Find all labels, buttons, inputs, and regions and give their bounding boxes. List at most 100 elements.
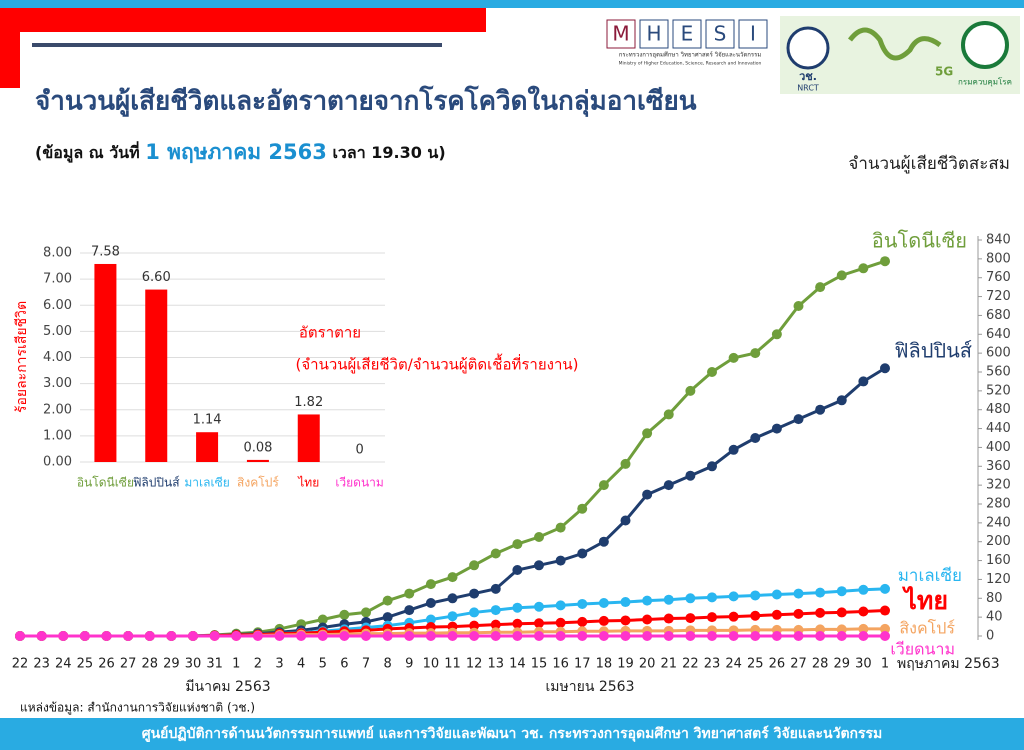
series-dot — [642, 595, 653, 606]
logo-box — [738, 19, 768, 49]
x-tick-label: 7 — [362, 657, 370, 672]
series-dot — [577, 548, 588, 559]
annotation: (จำนวนผู้เสียชีวิต/จำนวนผู้ติดเชื้อที่รา… — [296, 354, 579, 374]
series-dot — [771, 589, 782, 600]
series-dot — [663, 594, 674, 605]
logo-letter: M — [612, 22, 629, 46]
series-dot — [858, 623, 869, 634]
y-tick-label: 320 — [986, 478, 1011, 493]
series-label: มาเลเซีย — [898, 566, 962, 586]
x-tick-label: 17 — [574, 657, 591, 672]
series-dot — [555, 631, 566, 641]
y-tick-label: 480 — [986, 402, 1011, 417]
bar — [297, 414, 320, 462]
bar — [196, 432, 219, 462]
y-tick-label: 600 — [986, 346, 1011, 361]
series-dot — [555, 522, 566, 533]
x-tick-label: 23 — [33, 657, 50, 672]
x-tick-label: 8 — [383, 657, 391, 672]
series-dot — [577, 631, 588, 641]
x-tick-label: 19 — [617, 657, 634, 672]
series-label: สิงคโปร์ — [899, 619, 955, 638]
series-dot — [771, 631, 782, 641]
y-tick-label: 8.00 — [43, 246, 72, 261]
series-dot — [750, 348, 761, 359]
x-tick-label: 18 — [596, 657, 613, 672]
series-dot — [512, 539, 523, 550]
bar — [246, 459, 269, 462]
series-label: เวียดนาม — [890, 640, 955, 659]
series-dot — [685, 593, 696, 604]
series-dot — [534, 631, 544, 641]
y-tick-label: 400 — [986, 440, 1011, 455]
series-dot — [836, 395, 847, 406]
x-tick-label: 1 — [232, 657, 240, 672]
series-dot — [858, 584, 869, 595]
y-tick-label: 0.00 — [43, 455, 72, 470]
footer-band — [0, 718, 1024, 750]
series-dot — [642, 489, 653, 500]
value-label: 0.08 — [243, 440, 272, 455]
series-dot — [490, 605, 501, 616]
series-dot — [598, 598, 609, 608]
x-tick-label: 16 — [552, 657, 569, 672]
series-dot — [685, 385, 696, 396]
x-tick-label: มาเลเซีย — [184, 476, 229, 490]
series-dot — [728, 631, 739, 641]
vor-swoosh — [848, 27, 942, 61]
series-dot — [880, 631, 890, 641]
logo-box — [639, 19, 669, 49]
series-dot — [642, 428, 653, 439]
series-dot — [793, 608, 804, 619]
series-dot — [58, 631, 69, 641]
x-tick-label: 29 — [163, 657, 180, 672]
series-dot — [425, 579, 436, 590]
y-tick-label: 120 — [986, 572, 1011, 587]
series-dot — [707, 592, 717, 603]
x-tick-label: 24 — [725, 657, 742, 672]
x-tick-label: 31 — [206, 657, 223, 672]
series-dot — [793, 414, 804, 425]
x-tick-label: 20 — [639, 657, 656, 672]
series-dot — [598, 631, 609, 641]
subtitle-suffix: เวลา 19.30 น) — [332, 143, 445, 162]
x-tick-label: 28 — [812, 657, 829, 672]
series-label: อินโดนีเซีย — [872, 229, 967, 253]
series-dot — [836, 631, 847, 641]
series-dot — [555, 617, 566, 628]
y-tick-label: 360 — [986, 459, 1011, 474]
series-dot — [707, 461, 717, 472]
series-dot — [771, 329, 782, 340]
logo-letter: E — [681, 22, 694, 46]
x-tick-label: 2 — [254, 657, 262, 672]
series-dot — [815, 587, 826, 598]
series-dot — [836, 607, 847, 618]
series-dot — [447, 611, 458, 622]
series-dot — [793, 588, 804, 599]
logo-letter: I — [750, 22, 756, 46]
y-tick-label: 280 — [986, 497, 1011, 512]
red-band — [0, 8, 486, 32]
series-dot — [252, 631, 263, 641]
nrct-en: NRCT — [797, 84, 819, 93]
y-tick-label: 6.00 — [43, 298, 72, 313]
x-tick-label: 30 — [185, 657, 202, 672]
y-tick-label: 800 — [986, 251, 1011, 266]
y-tick-label: 720 — [986, 289, 1011, 304]
y-axis-title: ร้อยละการเสียชีวิต — [14, 301, 30, 413]
series-dot — [577, 616, 588, 627]
mhesi-en: Ministry of Higher Education, Science, R… — [619, 61, 762, 67]
x-tick-label: 10 — [423, 657, 440, 672]
ddc: กรมควบคุมโรค — [958, 77, 1012, 87]
series-dot — [685, 613, 696, 624]
y-tick-label: 240 — [986, 515, 1011, 530]
x-tick-label: 9 — [405, 657, 413, 672]
series-dot — [404, 605, 415, 616]
source: แหล่งข้อมูล: สำนักงานการวิจัยแห่งชาติ (ว… — [20, 701, 255, 716]
series-dot — [79, 631, 90, 641]
x-tick-label: 3 — [275, 657, 283, 672]
series-dot — [836, 586, 847, 597]
series-dot — [663, 480, 674, 491]
series-dot — [858, 631, 869, 641]
x-tick-label: 13 — [487, 657, 504, 672]
